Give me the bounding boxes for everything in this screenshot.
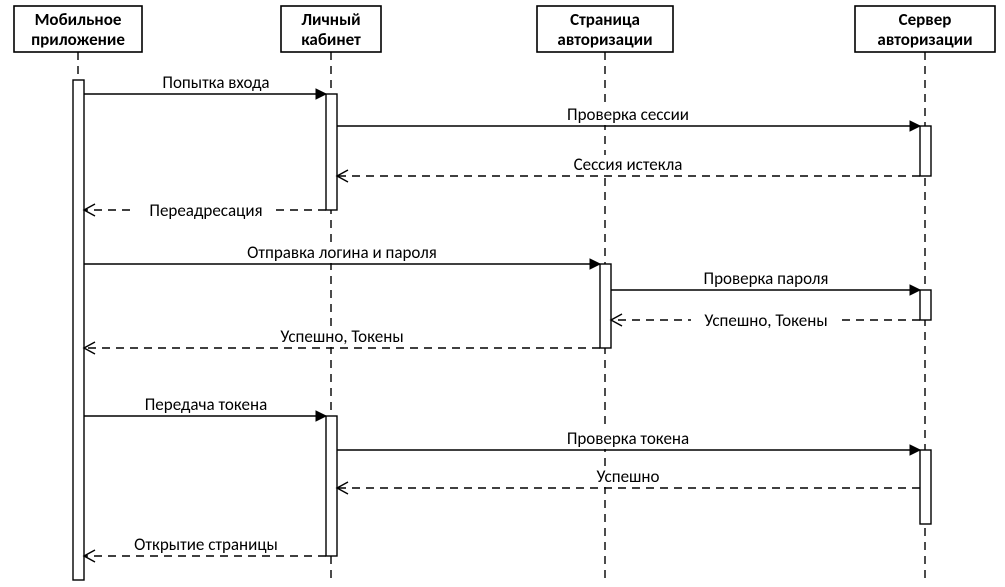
message-label: Сессия истекла xyxy=(574,154,683,175)
activation-app xyxy=(73,80,84,580)
header-label1-app: Мобильное xyxy=(35,9,122,30)
header-label2-auth: авторизации xyxy=(557,29,652,50)
message-label: Проверка пароля xyxy=(704,268,829,289)
message-label: Успешно, Токены xyxy=(280,326,403,347)
activation-srv xyxy=(920,450,931,524)
message-label: Успешно, Токены xyxy=(704,310,827,331)
header-label2-lk: кабинет xyxy=(301,29,361,50)
header-label1-auth: Страница xyxy=(570,9,640,30)
header-label2-app: приложение xyxy=(31,29,125,50)
activation-lk xyxy=(326,416,337,556)
message-label: Отправка логина и пароля xyxy=(247,242,437,263)
activation-srv xyxy=(920,126,931,176)
message-label: Попытка входа xyxy=(162,72,269,93)
header-label2-srv: авторизации xyxy=(877,29,972,50)
activation-auth xyxy=(600,264,611,348)
header-label1-lk: Личный xyxy=(301,9,360,30)
activation-srv xyxy=(920,290,931,320)
message-label: Переадресация xyxy=(149,200,262,221)
message-label: Открытие страницы xyxy=(134,534,278,555)
sequence-diagram: Мобильноеприложение Личныйкабинет Страница… xyxy=(0,0,1005,587)
activation-lk xyxy=(326,94,337,210)
message-label: Проверка сессии xyxy=(567,104,689,125)
header-label1-srv: Сервер xyxy=(899,9,952,30)
message-label: Проверка токена xyxy=(567,428,689,449)
message-label: Успешно xyxy=(597,466,660,487)
message-label: Передача токена xyxy=(145,394,268,415)
